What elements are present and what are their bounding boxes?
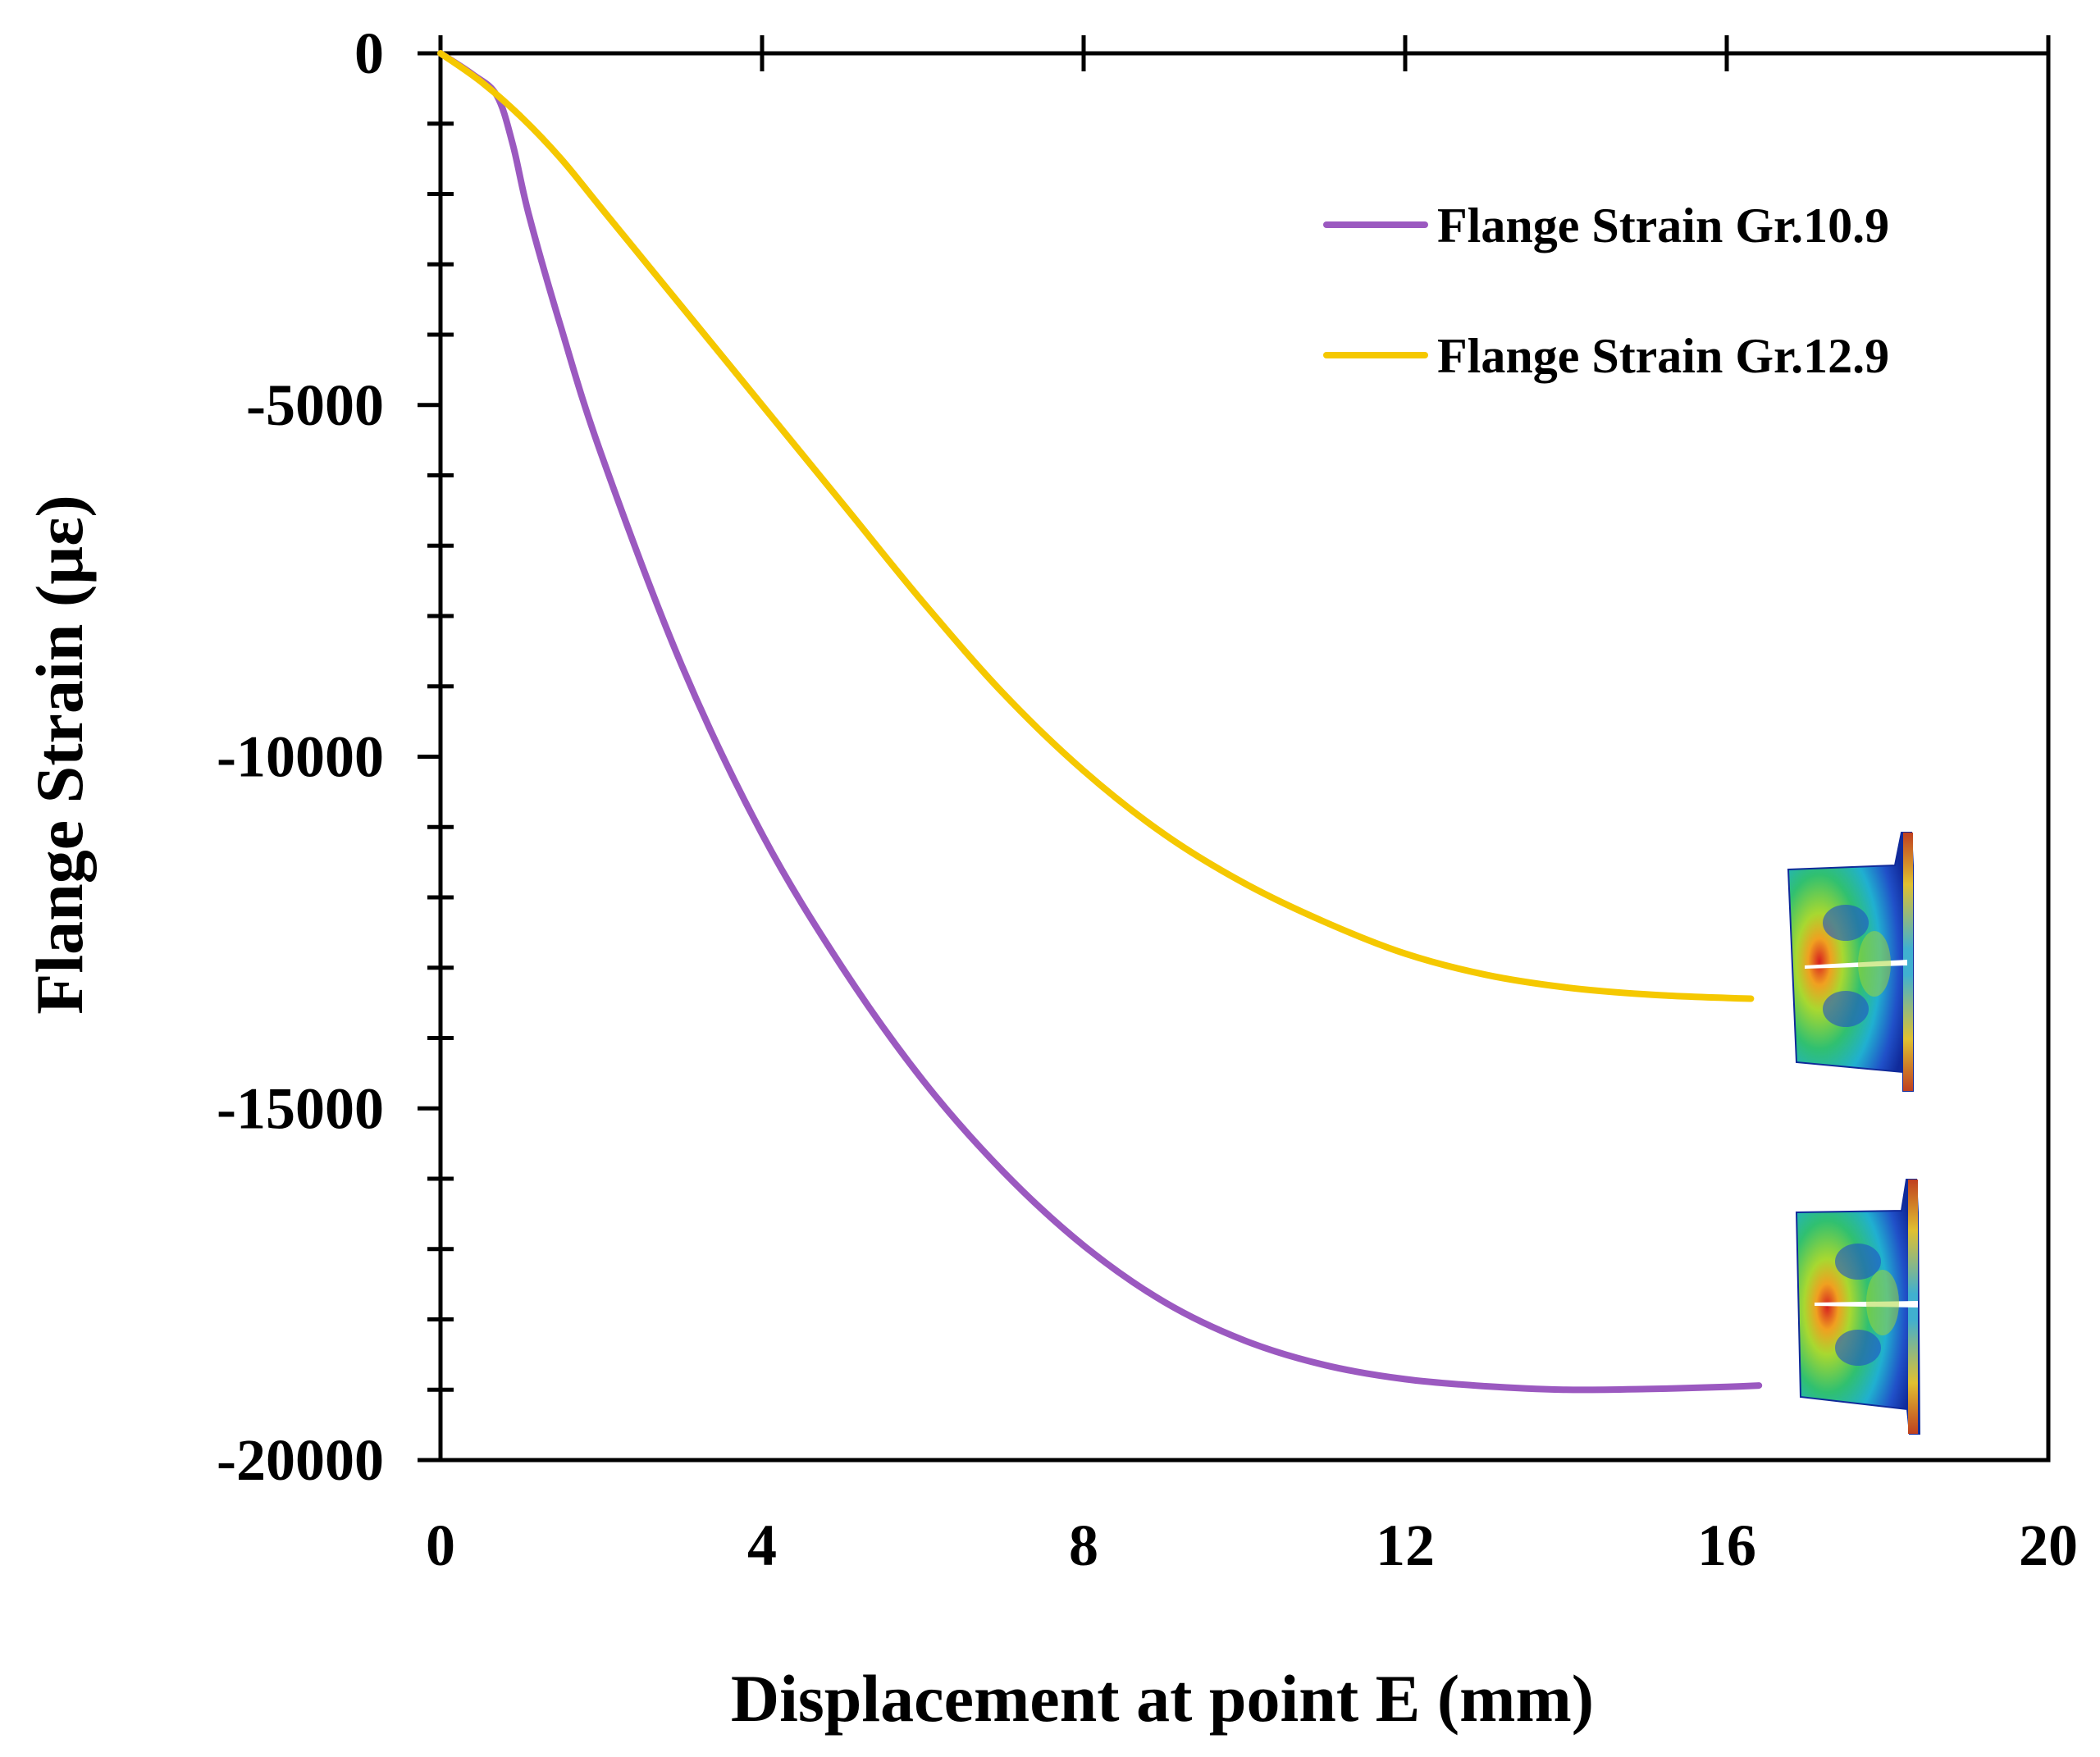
x-axis-title: Displacement at point E (mm) <box>731 1661 1594 1736</box>
x-tick-label-12: 12 <box>1376 1513 1435 1578</box>
legend-label-gr109: Flange Strain Gr.10.9 <box>1437 199 1889 253</box>
x-tick-label-16: 16 <box>1697 1513 1756 1578</box>
x-tick-label-4: 4 <box>747 1513 777 1578</box>
x-tick-label-20: 20 <box>2019 1513 2078 1578</box>
series-lines <box>437 50 1763 1394</box>
y-tick-label--10000: -10000 <box>217 724 384 790</box>
fe-contour-inset-lower <box>1795 1179 1921 1435</box>
fe-contour-inset-upper <box>1787 832 1914 1092</box>
legend: Flange Strain Gr.10.9 Flange Strain Gr.1… <box>1323 199 1889 383</box>
legend-label-gr129: Flange Strain Gr.12.9 <box>1437 329 1889 383</box>
x-tick-label-0: 0 <box>426 1513 455 1578</box>
x-tick-label-8: 8 <box>1069 1513 1098 1578</box>
series-line-0 <box>437 50 1763 1394</box>
y-tick-label--15000: -15000 <box>217 1075 384 1141</box>
y-tick-label--20000: -20000 <box>217 1427 384 1493</box>
x-axis-tick-labels: 0 4 8 12 16 20 <box>426 1513 2078 1578</box>
series-line-1 <box>437 50 1755 1002</box>
y-axis-title: Flange Strain (µε) <box>22 495 97 1014</box>
y-tick-label--5000: -5000 <box>246 372 384 438</box>
y-tick-label-0: 0 <box>354 21 384 86</box>
y-axis-tick-labels: 0 -5000 -10000 -15000 -20000 <box>217 21 384 1493</box>
x-axis-ticks <box>438 35 2051 71</box>
y-axis-ticks <box>418 51 454 1463</box>
